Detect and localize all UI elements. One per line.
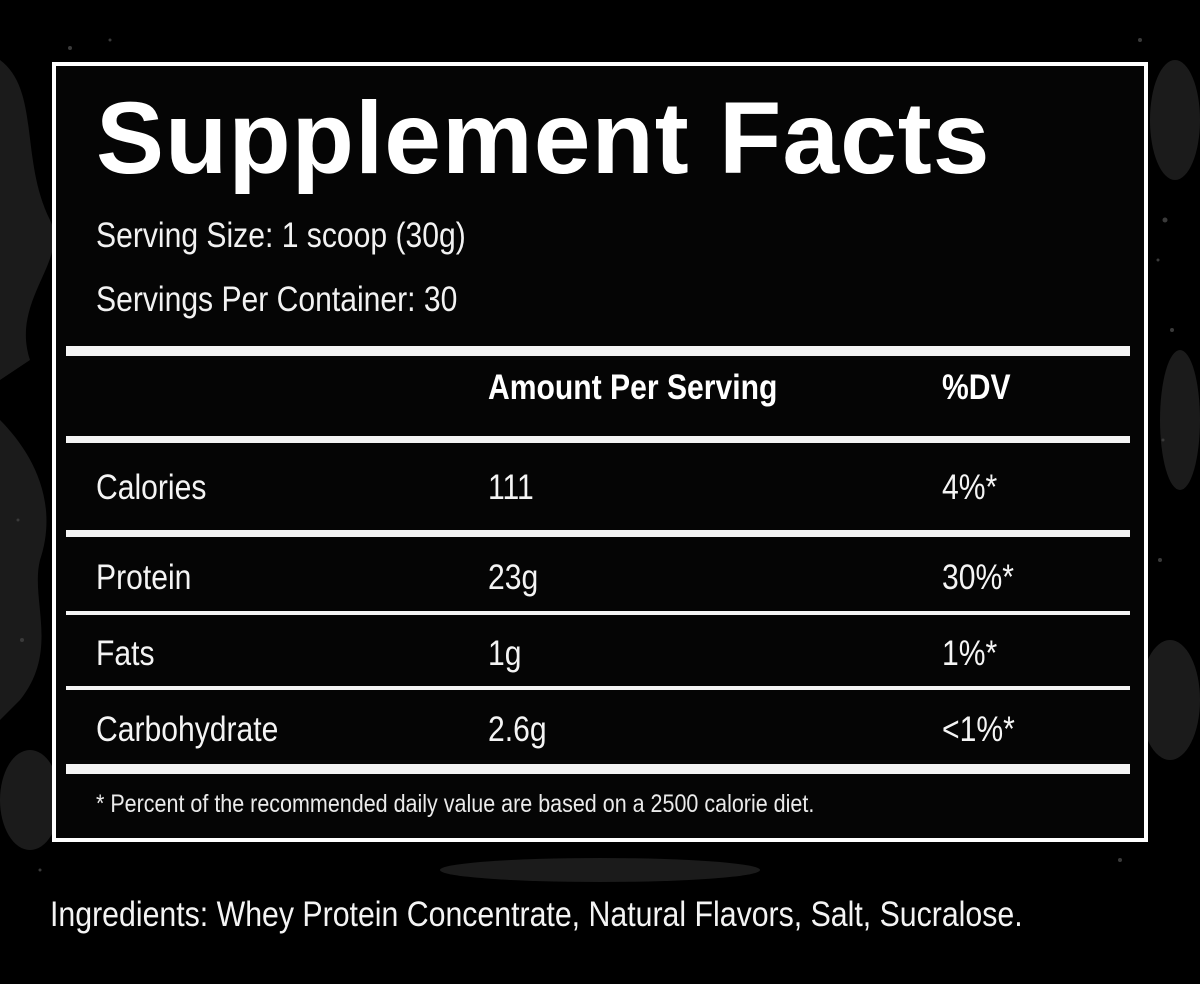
row-protein-dv: 30%* [942,558,1014,597]
panel-title: Supplement Facts [96,81,991,195]
row-protein-name: Protein [96,558,192,597]
row-calories-name: Calories [96,468,207,507]
row-carbohydrate-amount: 2.6g [488,710,547,749]
header-amount-per-serving: Amount Per Serving [488,368,778,407]
divider-row-3 [66,686,1130,690]
divider-header [66,436,1130,443]
row-protein-amount: 23g [488,558,539,597]
supplement-facts-panel: Supplement Facts Serving Size: 1 scoop (… [52,62,1148,842]
serving-size: Serving Size: 1 scoop (30g) [96,216,466,255]
row-carbohydrate-dv: <1%* [942,710,1015,749]
row-calories-dv: 4%* [942,468,998,507]
divider-top [66,346,1130,356]
divider-bottom [66,764,1130,774]
row-calories-amount: 111 [488,468,534,507]
divider-row-1 [66,530,1130,537]
row-fats-dv: 1%* [942,634,998,673]
daily-value-footnote: * Percent of the recommended daily value… [96,790,815,818]
header-daily-value: %DV [942,368,1011,407]
row-fats-amount: 1g [488,634,522,673]
ingredients-list: Ingredients: Whey Protein Concentrate, N… [50,895,1023,934]
divider-row-2 [66,611,1130,615]
servings-per-container: Servings Per Container: 30 [96,280,458,319]
row-carbohydrate-name: Carbohydrate [96,710,279,749]
row-fats-name: Fats [96,634,155,673]
